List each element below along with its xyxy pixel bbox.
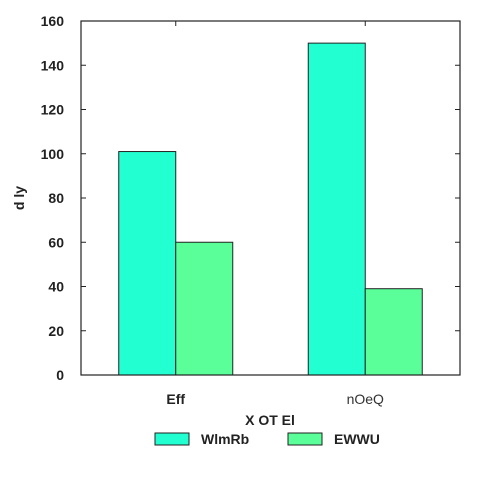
y-tick-label: 160 (41, 13, 65, 29)
legend: WlmRb EWWU (154, 431, 380, 447)
y-tick-label: 100 (41, 146, 65, 162)
legend-label-EWWU: EWWU (334, 431, 380, 447)
x-axis-title: X OT El (245, 412, 295, 428)
y-tick-label: 120 (41, 102, 65, 118)
x-axis: Eff nOeQ (166, 21, 384, 407)
legend-label-WlmRb: WlmRb (201, 431, 249, 447)
legend-swatch-EWWU (287, 432, 323, 446)
bar-WlmRb-nOeQ (307, 42, 366, 376)
y-tick-label: 0 (56, 367, 64, 383)
y-tick-label: 80 (48, 190, 64, 206)
bar-EWWU-Eff (175, 241, 234, 376)
plot-area (80, 20, 461, 376)
x-tick-label: nOeQ (347, 391, 384, 407)
bar-WlmRb-Eff (118, 151, 177, 376)
y-tick-label: 140 (41, 57, 65, 73)
y-tick-label: 20 (48, 323, 64, 339)
x-tick-label: Eff (166, 391, 185, 407)
bar-EWWU-nOeQ (364, 288, 423, 376)
legend-swatch-WlmRb (154, 432, 190, 446)
y-axis-title: d ly (11, 186, 27, 210)
y-tick-label: 60 (48, 234, 64, 250)
y-axis: 0 20 40 60 80 100 120 140 160 (41, 13, 460, 383)
y-tick-label: 40 (48, 279, 64, 295)
